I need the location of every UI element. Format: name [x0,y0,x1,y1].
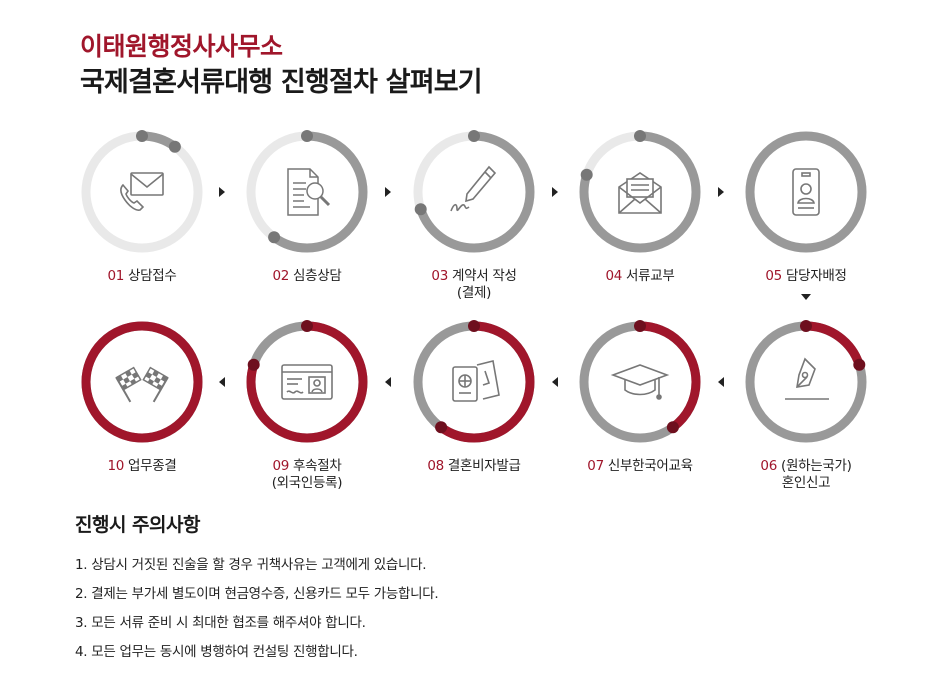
progress-ring [744,320,868,444]
document-search-icon [276,161,338,223]
step-number: 03 [431,268,448,284]
fountain-pen-icon [775,351,837,413]
step-02: 02 심층상담 [242,130,372,285]
step-label: 06 (원하는국가) 혼인신고 [741,458,871,492]
step-10: 10 업무종결 [77,320,207,475]
arrow-left-icon [552,377,558,387]
step-title: 서류교부 [626,268,675,284]
step-label: 07 신부한국어교육 [575,458,705,475]
step-title: 심층상담 [293,268,342,284]
step-label: 03 계약서 작성 (결제) [409,268,539,302]
step-subtitle: (외국인등록) [271,475,343,491]
notes-title: 진행시 주의사항 [75,514,200,536]
step-06: 06 (원하는국가) 혼인신고 [741,320,871,492]
step-label: 01 상담접수 [77,268,207,285]
step-09: 09 후속절차 (외국인등록) [242,320,372,492]
id-card-icon [276,351,338,413]
progress-ring [412,320,536,444]
id-badge-icon [775,161,837,223]
progress-ring [245,320,369,444]
step-title: (원하는국가) [781,458,852,474]
step-label: 05 담당자배정 [741,268,871,285]
passport-ticket-icon [443,351,505,413]
step-subtitle: 혼인신고 [781,475,831,491]
arrow-left-icon [219,377,225,387]
step-title: 계약서 작성 [452,268,517,284]
step-subtitle: (결제) [456,285,492,301]
step-number: 10 [107,458,125,474]
progress-ring [744,130,868,254]
step-title: 후속절차 [293,458,342,474]
step-label: 08 결혼비자발급 [409,458,539,475]
arrow-down-icon [801,294,811,300]
arrow-right-icon [219,187,225,197]
note-item: 3. 모든 서류 준비 시 최대한 협조를 해주셔야 합니다. [75,615,366,631]
progress-ring [80,130,204,254]
note-item: 2. 결제는 부가세 별도이며 현금영수증, 신용카드 모두 가능합니다. [75,586,439,602]
step-07: 07 신부한국어교육 [575,320,705,475]
step-title: 상담접수 [128,268,177,284]
page-title: 국제결혼서류대행 진행절차 살펴보기 [80,67,483,98]
step-title: 신부한국어교육 [607,458,693,474]
step-label: 04 서류교부 [575,268,705,285]
step-label: 02 심층상담 [242,268,372,285]
progress-ring [80,320,204,444]
step-04: 04 서류교부 [575,130,705,285]
step-title: 담당자배정 [785,268,847,284]
step-label: 09 후속절차 (외국인등록) [242,458,372,492]
step-title: 업무종결 [128,458,177,474]
progress-ring [412,130,536,254]
note-item: 4. 모든 업무는 동시에 병행하여 컨설팅 진행합니다. [75,644,358,660]
note-item: 1. 상담시 거짓된 진술을 할 경우 귀책사유는 고객에게 있습니다. [75,557,427,573]
step-05: 05 담당자배정 [741,130,871,285]
arrow-right-icon [718,187,724,197]
step-number: 01 [107,268,125,284]
progress-ring [245,130,369,254]
checkered-flags-icon [111,351,173,413]
arrow-right-icon [552,187,558,197]
brand-title: 이태원행정사사무소 [80,32,283,61]
step-number: 08 [427,458,444,474]
header: 이태원행정사사무소 국제결혼서류대행 진행절차 살펴보기 [80,30,483,102]
arrow-left-icon [718,377,724,387]
step-label: 10 업무종결 [77,458,207,475]
step-number: 06 [760,458,778,474]
step-number: 05 [765,268,782,284]
pen-signature-icon [443,161,505,223]
arrow-right-icon [385,187,391,197]
notes-section: 진행시 주의사항 1. 상담시 거짓된 진술을 할 경우 귀책사유는 고객에게 … [75,510,439,667]
step-number: 04 [605,268,623,284]
graduation-cap-icon [609,351,671,413]
envelope-letter-icon [609,161,671,223]
step-number: 07 [587,458,604,474]
step-08: 08 결혼비자발급 [409,320,539,475]
step-01: 01 상담접수 [77,130,207,285]
step-number: 02 [272,268,290,284]
step-03: 03 계약서 작성 (결제) [409,130,539,302]
step-number: 09 [272,458,290,474]
step-title: 결혼비자발급 [447,458,521,474]
phone-mail-icon [111,161,173,223]
progress-ring [578,320,702,444]
progress-ring [578,130,702,254]
arrow-left-icon [385,377,391,387]
